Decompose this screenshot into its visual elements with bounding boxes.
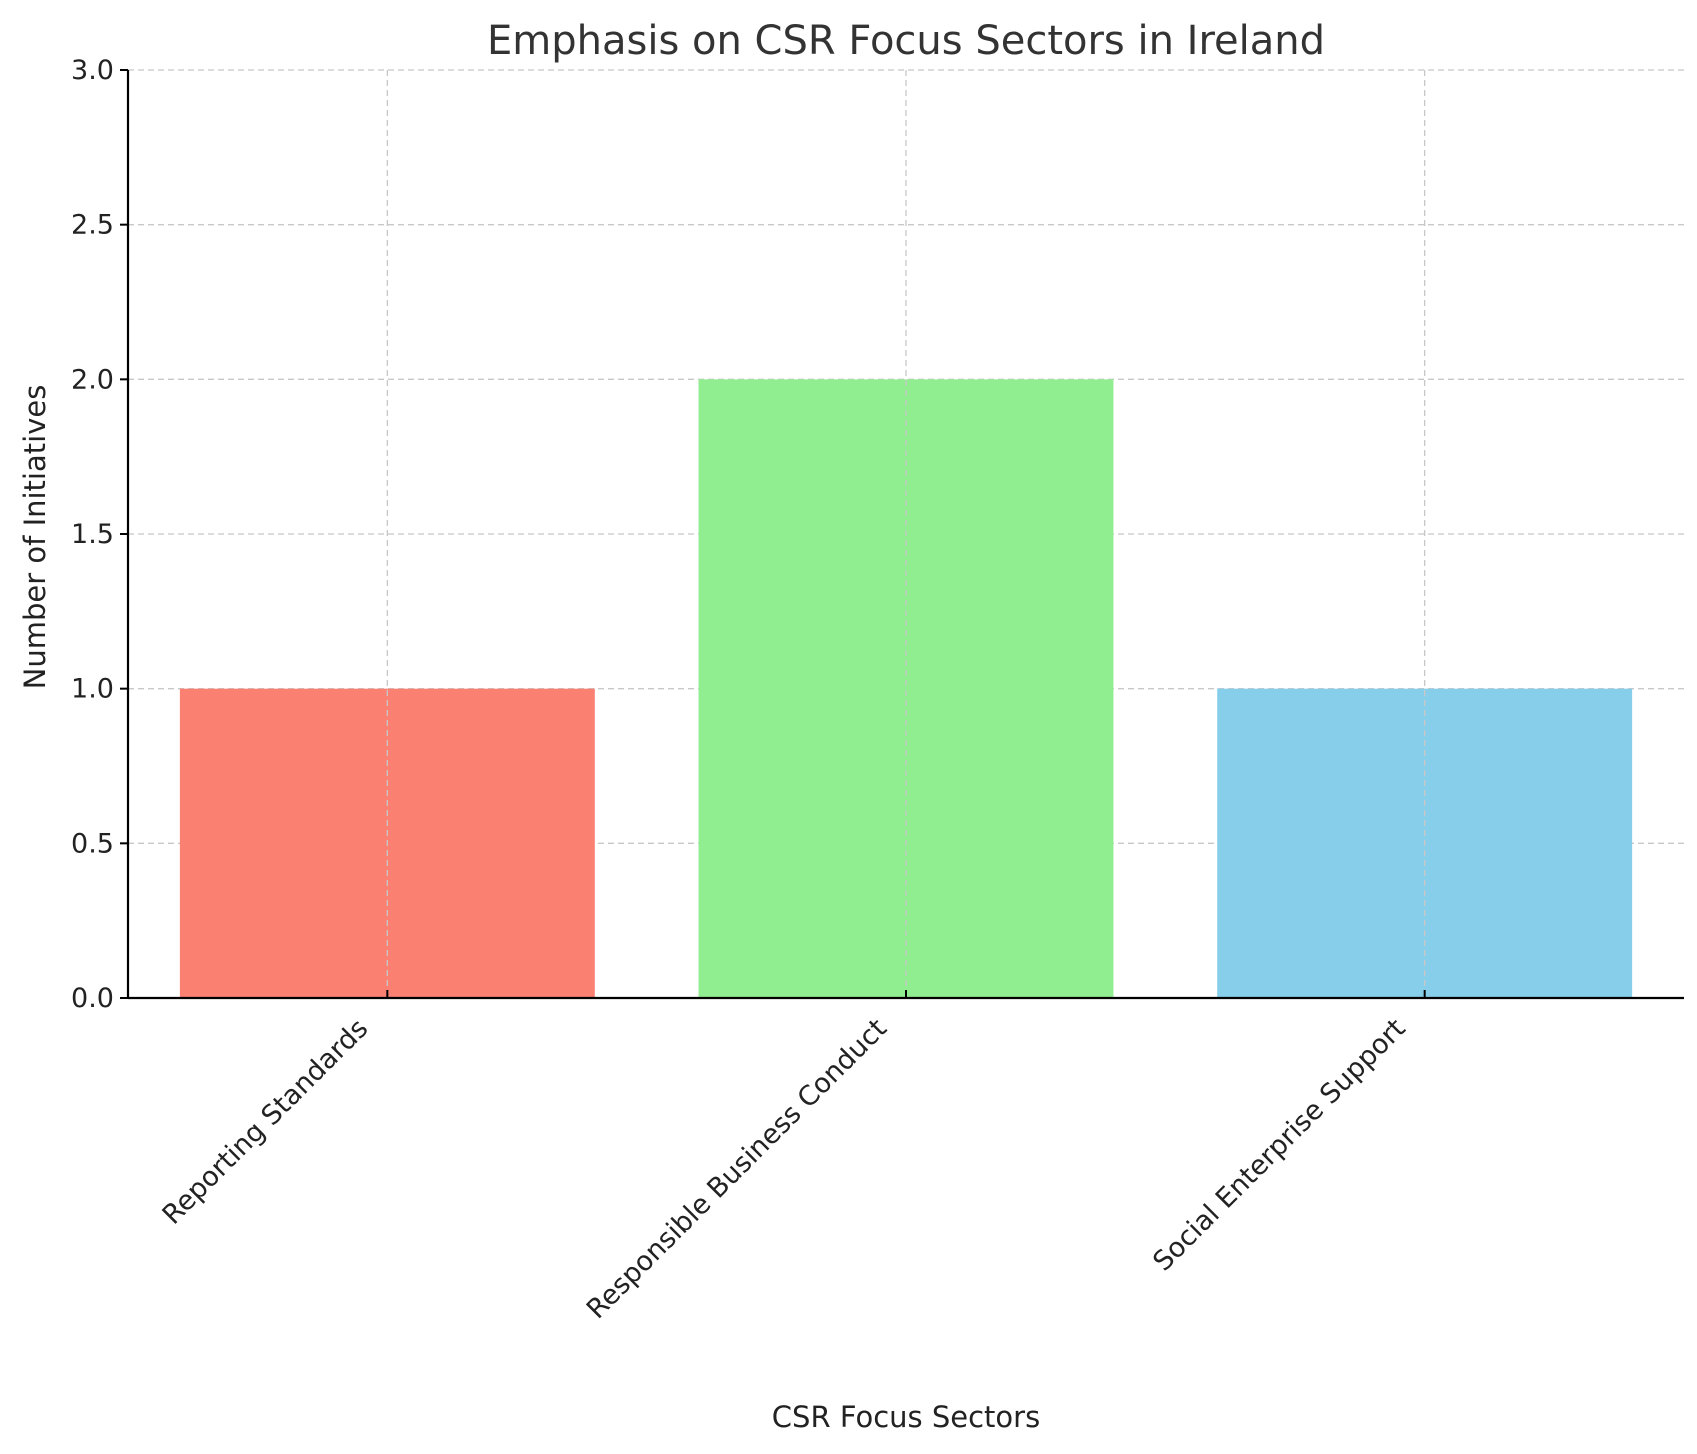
y-tick-label: 0.5 [71, 828, 114, 859]
y-tick-label: 0.0 [71, 983, 114, 1014]
x-grid-lines [386, 70, 1426, 998]
y-axis-ticks: 0.0 0.5 1.0 1.5 2.0 2.5 3.0 [71, 55, 128, 1014]
y-tick-label: 2.5 [71, 210, 114, 241]
y-tick-label: 1.0 [71, 674, 114, 705]
x-axis-label: CSR Focus Sectors [772, 1400, 1040, 1434]
chart-title: Emphasis on CSR Focus Sectors in Ireland [487, 18, 1325, 64]
x-tick-label: Responsible Business Conduct [581, 1013, 893, 1325]
y-axis-label: Number of Initiatives [18, 385, 52, 690]
x-axis-ticks: Reporting Standards Responsible Business … [157, 990, 1426, 1325]
y-tick-label: 2.0 [71, 364, 114, 395]
x-tick-label: Social Enterprise Support [1147, 1013, 1411, 1277]
y-tick-label: 3.0 [71, 55, 114, 86]
x-tick-label: Reporting Standards [157, 1013, 375, 1231]
y-tick-label: 1.5 [71, 519, 114, 550]
